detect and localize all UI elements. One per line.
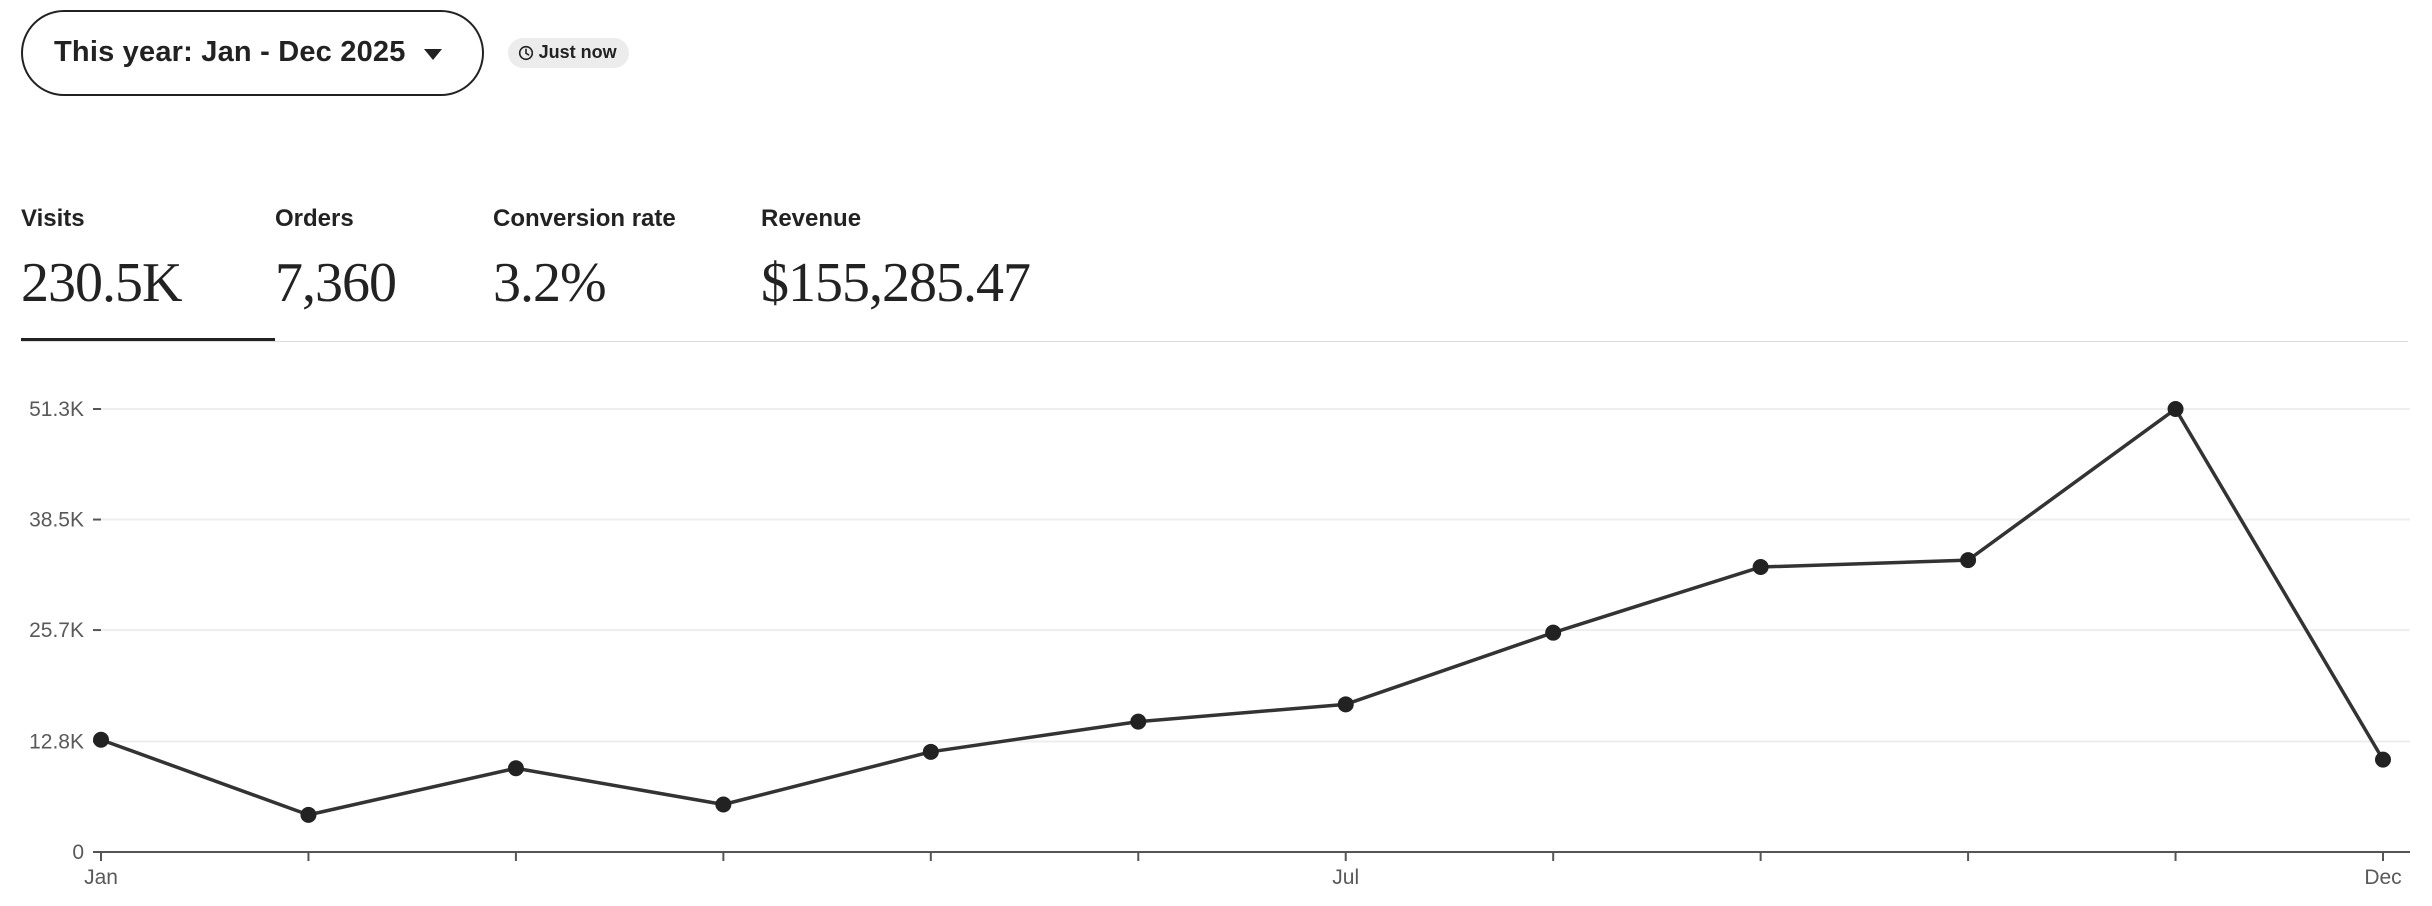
series-line (100, 407, 2385, 817)
data-point (300, 806, 317, 823)
metric-value: $155,285.47 (761, 252, 1031, 314)
metrics-divider (21, 341, 2408, 342)
data-point (2167, 401, 2184, 417)
metric-label: Revenue (761, 205, 862, 232)
data-point (1960, 552, 1977, 569)
x-tick-label: Dec (2364, 866, 2401, 889)
visits-line-chart: 0 12.8K 25.7K 38.5K 51.3K Jan Jul Dec (29, 398, 2410, 889)
data-point (1545, 624, 1562, 641)
y-tick-label: 51.3K (29, 398, 84, 421)
y-tick-label: 12.8K (29, 730, 84, 753)
metric-label: Conversion rate (493, 205, 676, 232)
last-updated-badge: Just now (507, 37, 629, 68)
data-point (507, 760, 524, 777)
metric-tab-conversion-rate[interactable]: Conversion rate 3.2% (493, 200, 761, 341)
date-range-dropdown[interactable]: This year: Jan - Dec 2025 (21, 9, 484, 96)
data-point (1130, 713, 1147, 730)
data-point (1337, 696, 1354, 713)
metrics-tabs: Visits 230.5K Orders 7,360 Conversion ra… (21, 200, 1081, 341)
date-range-label: This year: Jan - Dec 2025 (54, 36, 406, 68)
data-point (715, 796, 732, 813)
metric-tab-revenue[interactable]: Revenue $155,285.47 (761, 200, 1081, 341)
metric-value: 230.5K (21, 252, 182, 314)
metric-label: Visits (21, 205, 85, 232)
last-updated-text: Just now (538, 42, 617, 62)
toolbar: This year: Jan - Dec 2025 Just now (21, 9, 629, 96)
x-tick-label: Jan (84, 866, 118, 889)
metric-tab-visits[interactable]: Visits 230.5K (21, 200, 275, 341)
caret-down-icon (423, 49, 442, 60)
metric-label: Orders (275, 205, 354, 232)
metric-tab-orders[interactable]: Orders 7,360 (275, 200, 493, 341)
data-point (1752, 559, 1769, 576)
y-tick-label: 38.5K (29, 509, 84, 532)
metric-value: 7,360 (275, 252, 397, 314)
metric-value: 3.2% (493, 252, 607, 314)
x-tick-label: Jul (1332, 866, 1359, 889)
y-tick-label: 25.7K (29, 619, 84, 642)
data-point (93, 731, 109, 748)
clock-icon (518, 45, 533, 60)
data-point (922, 743, 939, 760)
data-point (2375, 751, 2391, 768)
y-tick-label: 0 (72, 841, 84, 864)
